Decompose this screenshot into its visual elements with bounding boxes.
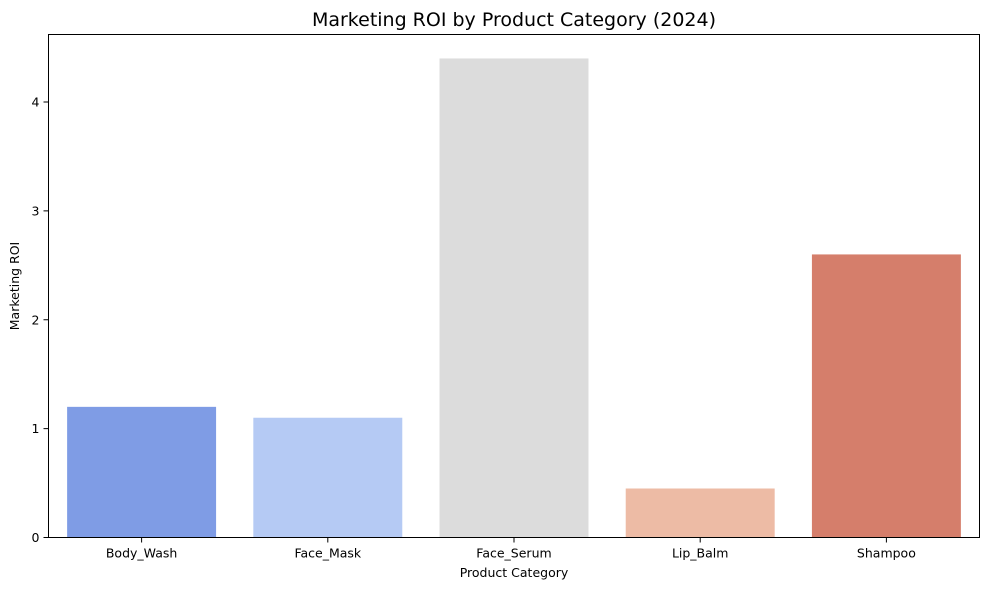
chart-title: Marketing ROI by Product Category (2024) xyxy=(312,9,716,31)
y-tick-label: 3 xyxy=(32,203,40,218)
bar-shampoo xyxy=(811,254,961,538)
x-axis-label: Product Category xyxy=(460,565,569,580)
bar-lip-balm xyxy=(625,488,775,538)
x-axis-ticks: Body_Wash Face_Mask Face_Serum Lip_Balm Sham… xyxy=(106,537,916,561)
x-tick-label: Face_Serum xyxy=(476,546,551,561)
y-tick-label: 0 xyxy=(32,530,40,545)
y-tick-label: 1 xyxy=(32,421,40,436)
bars-group xyxy=(67,58,961,538)
bar-face-serum xyxy=(439,58,589,538)
x-tick-label: Shampoo xyxy=(857,546,916,561)
y-tick-label: 4 xyxy=(32,95,40,110)
y-axis-ticks: 0 1 2 3 4 xyxy=(32,95,49,545)
x-tick-label: Face_Mask xyxy=(294,546,361,561)
y-tick-label: 2 xyxy=(32,312,40,327)
x-tick-label: Lip_Balm xyxy=(672,546,729,561)
bar-face-mask xyxy=(253,417,403,538)
plot-frame xyxy=(48,34,980,538)
x-tick-label: Body_Wash xyxy=(106,546,177,561)
y-axis-label: Marketing ROI xyxy=(7,242,22,330)
bar-body-wash xyxy=(67,406,217,538)
